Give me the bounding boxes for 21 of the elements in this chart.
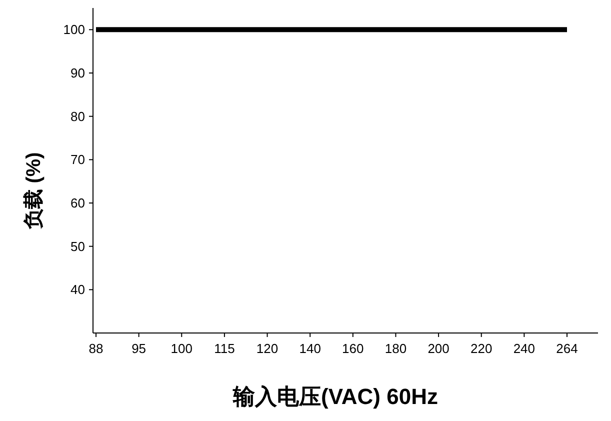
x-tick-label: 180 [384, 341, 407, 356]
y-tick-label: 90 [70, 66, 85, 81]
x-axis-title: 输入电压(VAC) 60Hz [232, 384, 438, 409]
x-tick-label: 95 [132, 341, 146, 356]
y-tick-label: 40 [70, 282, 85, 298]
y-tick-label: 80 [70, 108, 85, 124]
x-tick-label: 160 [342, 341, 364, 356]
y-tick-label: 70 [70, 152, 85, 168]
x-tick-label: 200 [428, 341, 450, 356]
y-axis-title: 负载 (%) [23, 152, 45, 230]
y-tick-label: 60 [70, 196, 85, 211]
x-tick-label: 100 [170, 341, 192, 356]
x-tick-label: 220 [470, 341, 492, 356]
x-tick-label: 115 [214, 341, 235, 356]
y-tick-label: 50 [70, 238, 85, 254]
y-tick-label: 100 [63, 22, 85, 38]
x-tick-label: 88 [88, 341, 104, 356]
x-tick-label: 140 [299, 341, 321, 356]
x-tick-label: 264 [556, 341, 578, 356]
x-tick-label: 120 [256, 341, 278, 356]
x-tick-label: 240 [513, 341, 536, 356]
